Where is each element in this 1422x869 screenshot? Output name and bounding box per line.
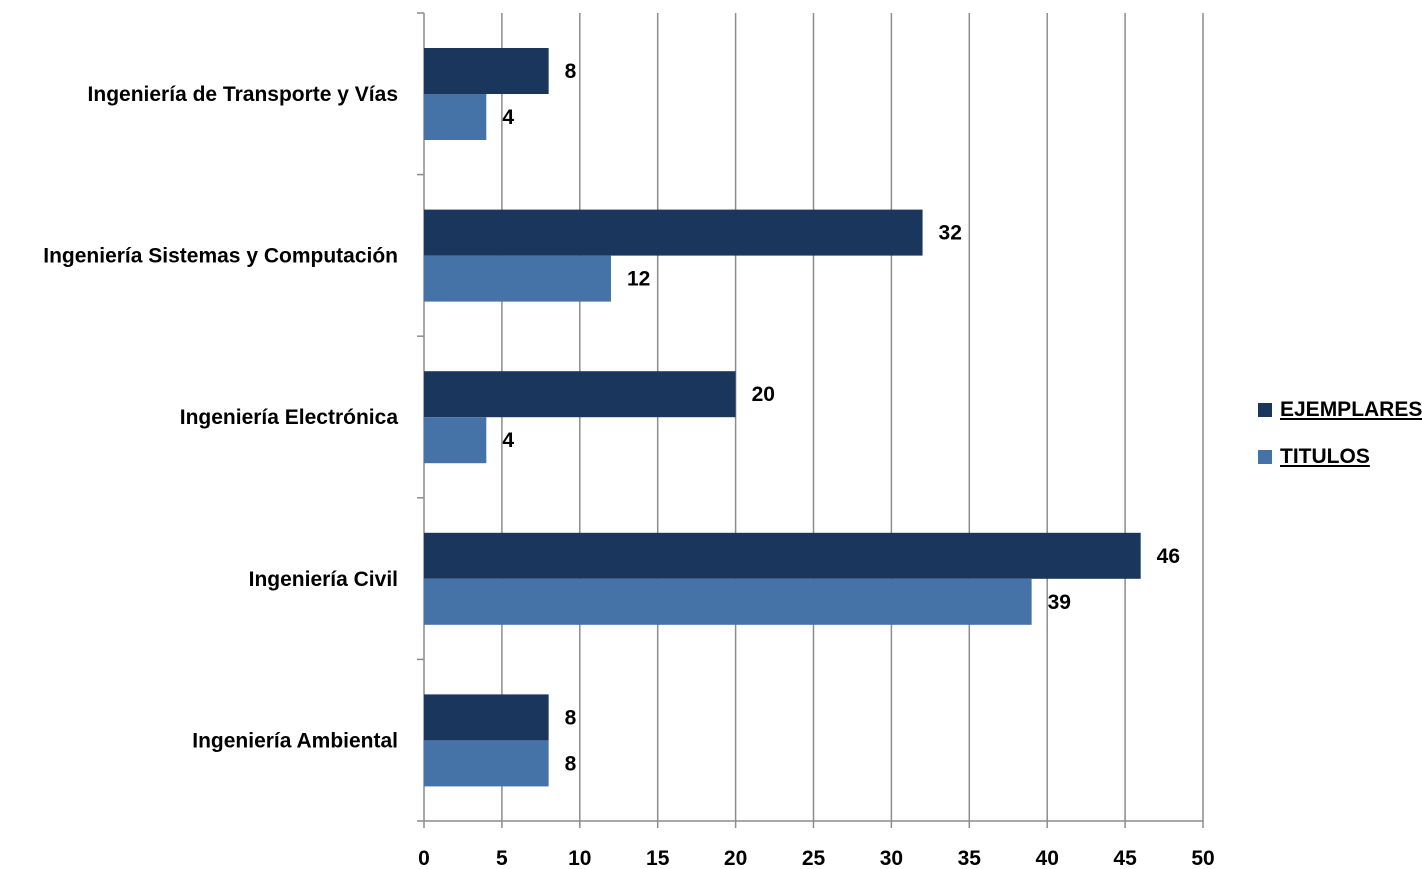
legend-label: TITULOS <box>1280 445 1370 468</box>
category-label: Ingeniería Electrónica <box>180 406 399 429</box>
x-tick-label: 15 <box>646 847 670 869</box>
x-tick-label: 40 <box>1036 847 1059 869</box>
data-label: 20 <box>752 383 775 406</box>
legend-item-titulos: TITULOS <box>1258 445 1422 469</box>
legend-swatch <box>1258 450 1272 464</box>
labels: 8 4 Ingeniería de Transporte y Vías 32 12 Ing… <box>43 60 1180 775</box>
data-label: 4 <box>502 429 514 452</box>
data-label: 46 <box>1157 545 1180 568</box>
category-label: Ingeniería Civil <box>249 568 398 591</box>
x-tick-label: 35 <box>958 847 982 869</box>
data-label: 8 <box>565 752 577 775</box>
grid-lines <box>501 13 1204 821</box>
bar-titulos <box>424 740 549 787</box>
x-tick-label: 25 <box>802 847 826 869</box>
x-tick-label: 10 <box>568 847 591 869</box>
bar-ejemplares <box>424 48 549 94</box>
x-tick-label: 20 <box>724 847 747 869</box>
category-label: Ingeniería Sistemas y Computación <box>43 245 398 268</box>
axes: 0 5 10 15 20 25 30 35 40 45 50 <box>417 12 1215 869</box>
data-label: 12 <box>627 268 650 291</box>
bar-ejemplares <box>424 694 549 741</box>
legend: EJEMPLARES TITULOS <box>1258 398 1422 492</box>
bar-ejemplares <box>424 371 736 418</box>
data-label: 8 <box>565 706 577 729</box>
legend-item-ejemplares: EJEMPLARES <box>1258 398 1422 422</box>
legend-label: EJEMPLARES <box>1280 398 1422 421</box>
x-tick-label: 30 <box>880 847 903 869</box>
x-tick-label: 5 <box>496 847 508 869</box>
bar-titulos <box>424 94 487 140</box>
category-label: Ingeniería de Transporte y Vías <box>88 83 398 106</box>
bar-titulos <box>424 255 611 302</box>
bars <box>424 48 1141 787</box>
legend-swatch <box>1258 403 1272 417</box>
bar-titulos <box>424 578 1032 625</box>
data-label: 39 <box>1048 591 1071 614</box>
x-tick-label: 50 <box>1191 847 1214 869</box>
data-label: 8 <box>565 60 577 83</box>
bar-ejemplares <box>424 532 1141 579</box>
data-label: 32 <box>939 222 962 245</box>
bar-titulos <box>424 417 487 464</box>
category-label: Ingeniería Ambiental <box>192 729 398 752</box>
data-label: 4 <box>502 106 514 129</box>
bar-ejemplares <box>424 209 923 256</box>
x-tick-label: 0 <box>418 847 430 869</box>
x-tick-label: 45 <box>1113 847 1137 869</box>
